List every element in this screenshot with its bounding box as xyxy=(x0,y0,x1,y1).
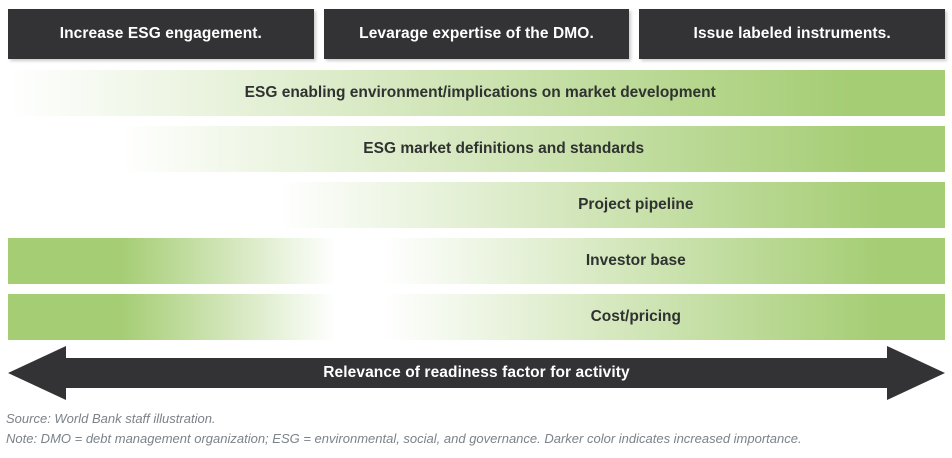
readiness-bar-label: ESG enabling environment/implications on… xyxy=(244,84,716,101)
readiness-bar-label: Cost/pricing xyxy=(590,308,681,325)
readiness-bar-label: ESG market definitions and standards xyxy=(363,140,645,157)
readiness-bar-label: Investor base xyxy=(585,252,686,269)
readiness-bar-cost-pricing[interactable]: Cost/pricing xyxy=(8,294,945,340)
readiness-bar-label: Project pipeline xyxy=(578,196,694,213)
activity-header-row: Increase ESG engagement. Levarage expert… xyxy=(8,9,946,59)
activity-label: Increase ESG engagement. xyxy=(59,25,262,43)
relevance-arrow: Relevance of readiness factor for activi… xyxy=(8,345,945,401)
activity-box-increase-esg-engagement[interactable]: Increase ESG engagement. xyxy=(8,9,314,59)
double-arrow-icon xyxy=(8,346,945,400)
footnote-source: Source: World Bank staff illustration. xyxy=(6,411,216,426)
footnote-note: Note: DMO = debt management organization… xyxy=(6,431,802,447)
activity-box-issue-labeled-instruments[interactable]: Issue labeled instruments. xyxy=(639,9,946,59)
readiness-bar-project-pipeline[interactable]: Project pipeline xyxy=(8,182,945,228)
readiness-factor-bars: ESG enabling environment/implications on… xyxy=(8,70,945,350)
readiness-bar-esg-market-definitions[interactable]: ESG market definitions and standards xyxy=(8,126,945,172)
activity-label: Levarage expertise of the DMO. xyxy=(359,25,594,43)
footnotes: Source: World Bank staff illustration. N… xyxy=(6,409,946,449)
readiness-bar-esg-enabling-environment[interactable]: ESG enabling environment/implications on… xyxy=(8,70,945,116)
activity-label: Issue labeled instruments. xyxy=(693,25,891,43)
readiness-bar-investor-base[interactable]: Investor base xyxy=(8,238,945,284)
activity-box-leverage-dmo-expertise[interactable]: Levarage expertise of the DMO. xyxy=(323,9,630,59)
